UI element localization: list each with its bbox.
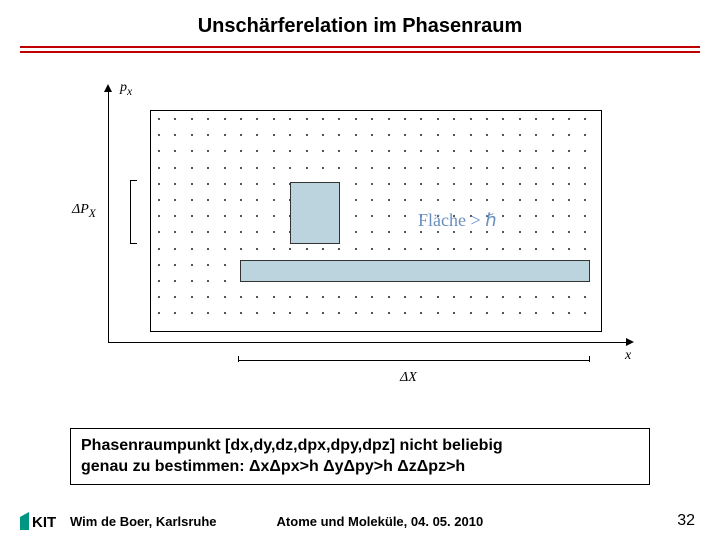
x-axis-label: x <box>625 348 631 364</box>
caption-line-2: genau zu bestimmen: ΔxΔpx>h ΔyΔpy>h ΔzΔp… <box>81 456 639 478</box>
phase-cell-1 <box>290 182 340 244</box>
delta-x-bracket <box>238 360 590 361</box>
y-axis-label: px <box>120 80 132 98</box>
y-axis-arrowhead <box>104 84 112 92</box>
caption-line-1: Phasenraumpunkt [dx,dy,dz,dpx,dpy,dpz] n… <box>81 435 639 457</box>
phase-space-chart: px x ΔPX ΔX Fläche > ℏ <box>80 80 640 410</box>
page-number: 32 <box>677 512 695 530</box>
footer-center: Atome und Moleküle, 04. 05. 2010 <box>277 514 484 529</box>
footer-author: Wim de Boer, Karlsruhe <box>70 514 217 529</box>
phase-cell-2 <box>240 260 590 282</box>
plot-frame <box>150 110 602 332</box>
rule-line-1 <box>20 46 700 48</box>
slide-footer: KIT Wim de Boer, Karlsruhe Atome und Mol… <box>0 512 720 530</box>
delta-x-label: ΔX <box>400 370 417 386</box>
delta-px-bracket <box>130 180 131 244</box>
svg-text:KIT: KIT <box>32 514 56 530</box>
delta-px-label: ΔPX <box>72 202 96 220</box>
x-axis-line <box>108 342 628 343</box>
slide-title: Unschärferelation im Phasenraum <box>0 0 720 46</box>
kit-logo: KIT <box>20 512 58 530</box>
caption-box: Phasenraumpunkt [dx,dy,dz,dpx,dpy,dpz] n… <box>70 428 650 485</box>
y-axis-line <box>108 90 109 342</box>
title-rule <box>20 46 700 53</box>
area-annotation: Fläche > ℏ <box>418 210 497 231</box>
rule-line-2 <box>20 51 700 53</box>
delta-px-label-sub: X <box>89 207 96 220</box>
y-axis-label-main: p <box>120 80 127 95</box>
x-axis-arrowhead <box>626 338 634 346</box>
y-axis-label-sub: x <box>127 85 132 98</box>
delta-px-label-main: ΔP <box>72 202 89 217</box>
